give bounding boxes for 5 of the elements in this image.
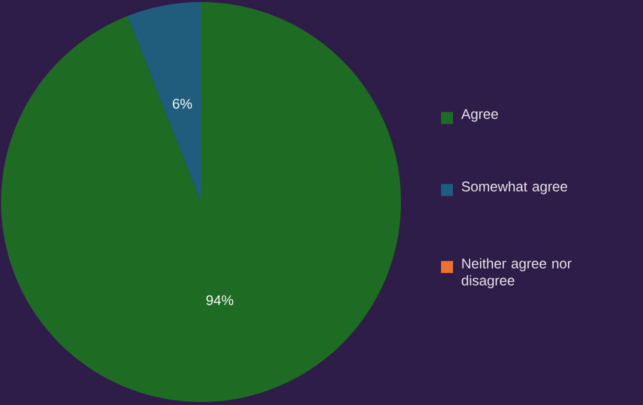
legend-label: Somewhat agree <box>462 181 568 194</box>
legend-label: Agree <box>461 109 498 122</box>
data-label: 94% <box>206 295 234 306</box>
legend-label: Neither agree nor disagree <box>462 258 572 288</box>
data-label: 6% <box>172 98 192 109</box>
